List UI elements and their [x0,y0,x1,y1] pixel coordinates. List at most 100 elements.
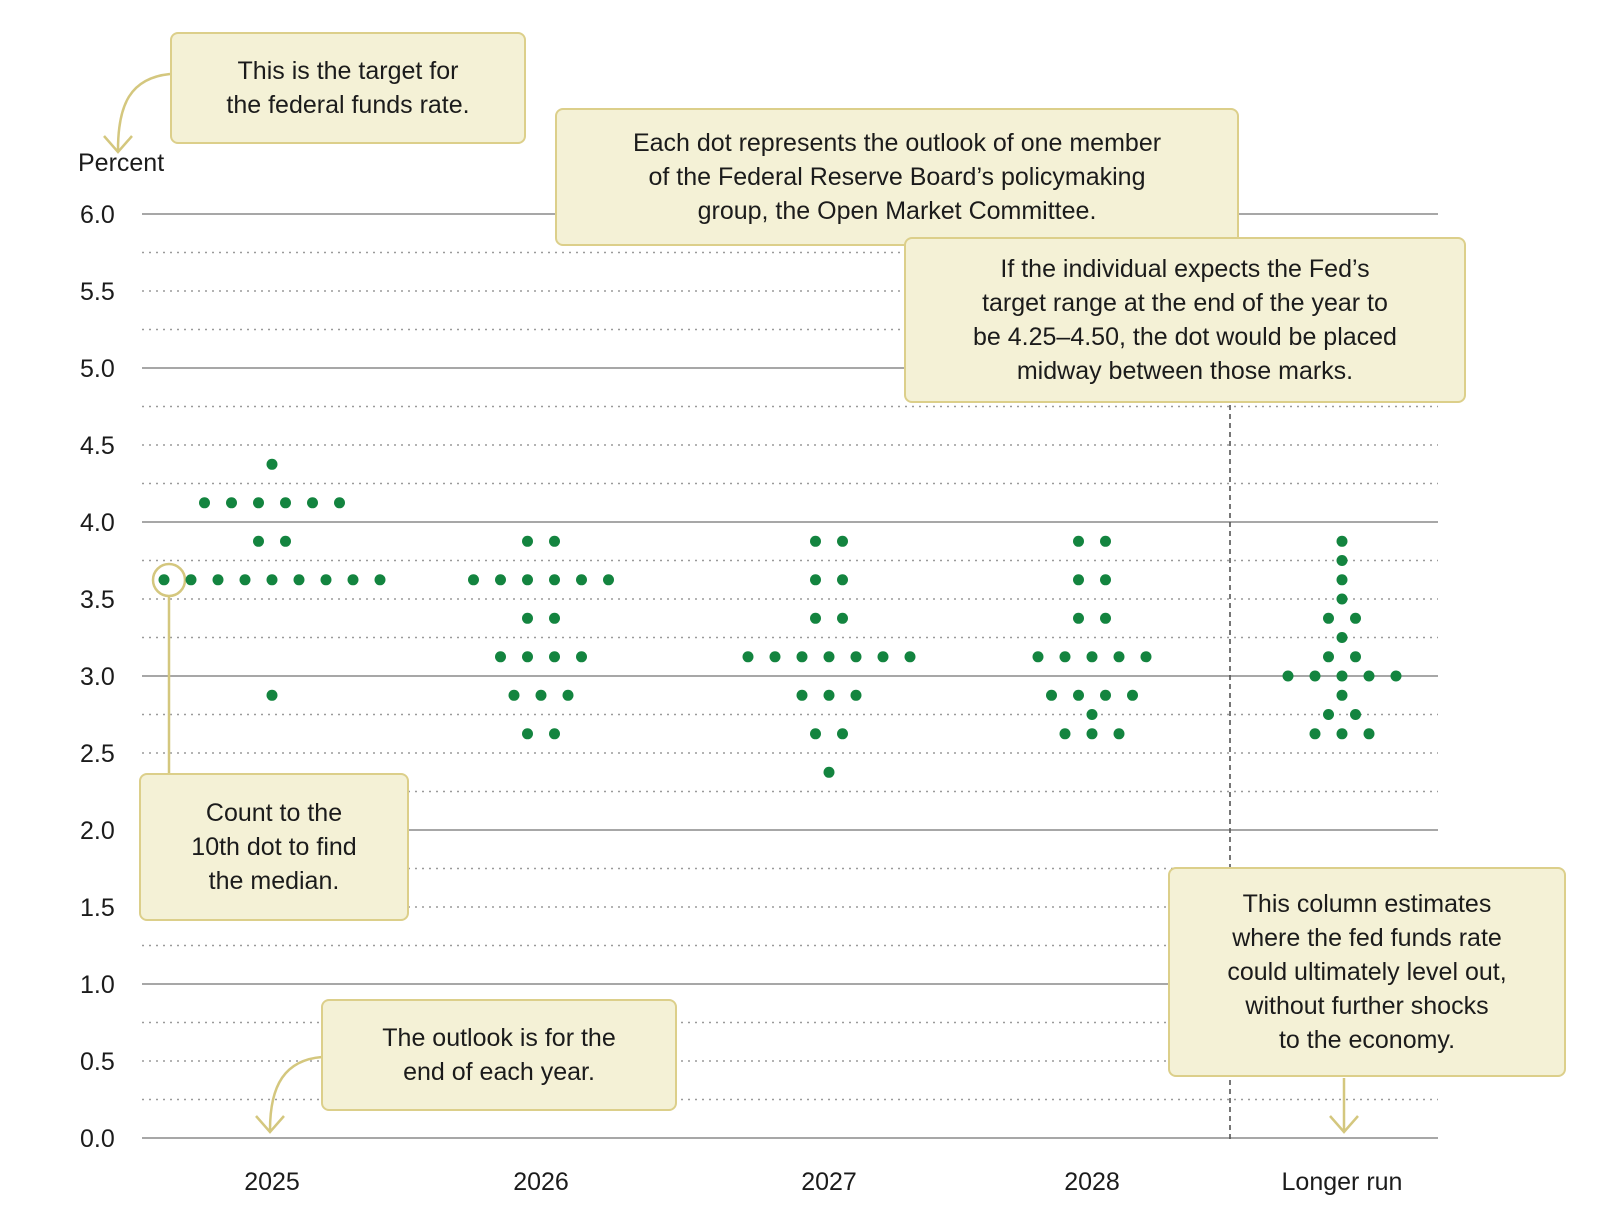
dot-2025 [212,574,224,586]
y-axis-label: Percent [78,149,164,177]
dot-2027 [877,651,889,663]
y-tick-label: 1.5 [80,894,115,922]
dot-2026 [549,574,560,586]
x-category-labels: 2025 2026 2027 2028 Longer run [244,1168,1402,1196]
dot-2028 [1073,535,1084,547]
x-category-label: 2027 [801,1168,857,1196]
note-line: group, the Open Market Committee. [697,197,1097,225]
dot-longer-run [1336,632,1348,643]
y-tick-label: 2.5 [80,740,115,768]
note-midway-placement: If the individual expects the Fed’s targe… [904,237,1466,403]
dot-2028 [1140,651,1152,663]
y-tick-label: 4.0 [80,509,115,537]
y-tick-label: 3.5 [80,586,115,614]
dot-longer-run [1323,612,1334,624]
y-tick-label: 4.5 [80,432,115,460]
dot-2028 [1073,689,1084,701]
note-line: without further shocks [1245,992,1489,1020]
note-line: end of each year. [403,1058,595,1086]
dot-2025 [266,458,278,470]
dot-longer-run [1336,670,1348,682]
dot-2027 [823,651,835,663]
dot-longer-run [1309,670,1321,682]
dot-longer-run [1363,728,1375,740]
dot-2027 [810,728,821,740]
dot-2025 [226,497,237,509]
dot-2026 [549,651,560,663]
note-longer-run: This column estimates where the fed funds… [1168,867,1566,1077]
y-tick-label: 0.0 [80,1125,115,1153]
year-arrow-icon [268,1055,323,1131]
dot-2026 [495,574,506,586]
y-tick-label: 1.0 [80,971,115,999]
x-category-label: 2025 [244,1168,300,1196]
dot-2026 [576,651,587,663]
dot-2028 [1032,651,1044,663]
note-line: the median. [208,867,340,895]
y-tick-label: 6.0 [80,201,115,229]
dot-longer-run [1336,728,1348,740]
dot-2025 [307,497,318,509]
dot-2028 [1100,689,1111,701]
y-tick-label: 0.5 [80,1048,115,1076]
dot-2025 [185,574,197,586]
note-line: could ultimately level out, [1227,958,1507,986]
dot-2028 [1073,612,1084,624]
dot-2026 [549,728,560,740]
note-line: where the fed funds rate [1232,924,1502,952]
note-median: Count to the 10th dot to find the median. [139,773,409,921]
note-line: 10th dot to find [191,833,357,861]
dot-2025 [253,535,264,547]
note-line: If the individual expects the Fed’s [1000,255,1370,283]
dot-longer-run [1390,670,1402,682]
note-line: This column estimates [1242,890,1492,918]
dot-longer-run [1323,709,1334,720]
dot-2027 [810,535,821,547]
note-end-of-year: The outlook is for the end of each year. [321,999,677,1111]
dot-2027 [837,612,848,624]
note-line: midway between those marks. [1016,357,1354,385]
note-dot-meaning: Each dot represents the outlook of one m… [555,108,1239,246]
dot-2028 [1113,651,1125,663]
target-arrowhead-icon [103,135,133,154]
dot-2025 [266,689,278,701]
target-arrow-icon [116,72,171,151]
longer-run-arrowhead-icon [1329,1115,1359,1134]
dot-2028 [1046,689,1057,701]
dot-2026 [522,535,533,547]
dot-2026 [549,612,560,624]
dot-longer-run [1309,728,1321,740]
dot-2028 [1100,535,1111,547]
y-tick-label: 5.0 [80,355,115,383]
dot-2027 [796,689,808,701]
annotation-connectors [103,72,1359,1134]
note-line: to the economy. [1278,1026,1456,1054]
dot-2028 [1100,574,1111,586]
dot-2027 [769,651,781,663]
dot-2025 [347,574,359,586]
dot-2028 [1086,651,1098,663]
dot-2028 [1113,728,1125,740]
dot-2028 [1086,728,1098,740]
note-line: the federal funds rate. [226,91,470,119]
dot-2026 [495,651,506,663]
dot-2027 [850,689,862,701]
dot-2028 [1073,574,1084,586]
dot-2027 [850,651,862,663]
dot-2026 [522,612,533,624]
dot-longer-run [1350,651,1361,663]
dot-2028 [1059,728,1071,740]
dot-2025 [374,574,386,586]
dot-2027 [837,535,848,547]
note-line: The outlook is for the [382,1024,616,1052]
note-line: This is the target for [237,57,459,85]
dot-2028 [1059,651,1071,663]
dot-longer-run [1350,709,1361,720]
dot-2025 [158,574,170,586]
dot-2026 [549,535,560,547]
note-target-rate: This is the target for the federal funds … [170,32,526,144]
dot-2027 [823,689,835,701]
note-line: target range at the end of the year to [982,289,1388,317]
dot-2025 [320,574,332,586]
dot-2025 [253,497,264,509]
